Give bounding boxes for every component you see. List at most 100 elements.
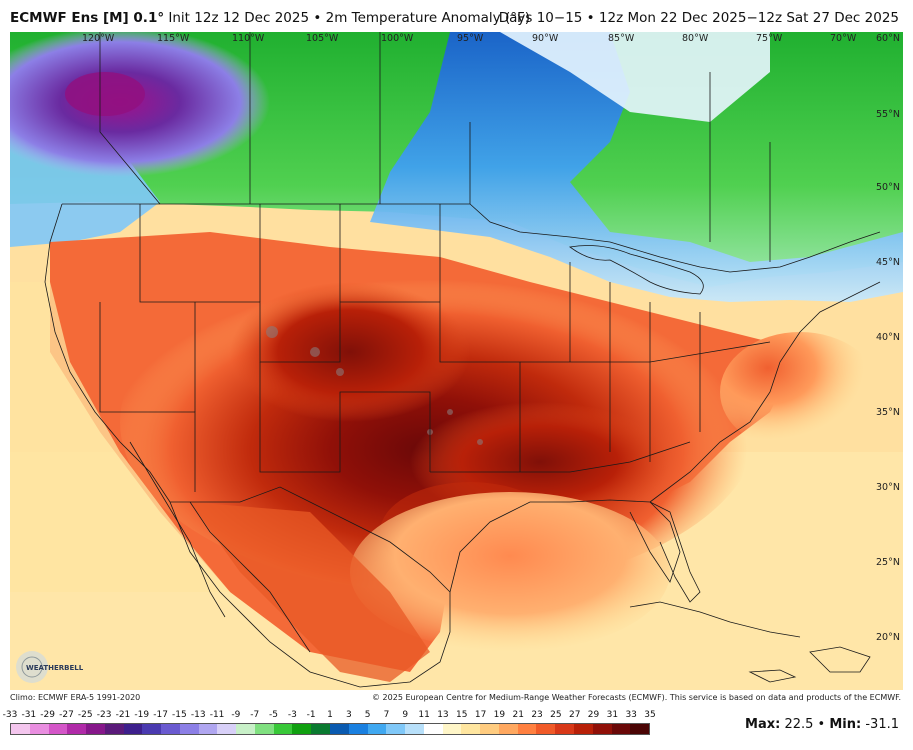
- scale-tick-label: -25: [77, 710, 93, 720]
- scale-tick-label: 9: [402, 710, 409, 720]
- scale-tick-label: -31: [21, 710, 37, 720]
- scale-tick-label: 19: [493, 710, 506, 720]
- scale-tick-label: 15: [456, 710, 468, 720]
- scale-swatch: [311, 724, 331, 734]
- scale-swatch: [423, 724, 443, 734]
- scale-tick-label: -19: [134, 710, 150, 720]
- scale-tick-label: -17: [153, 710, 168, 720]
- scale-swatch: [367, 724, 387, 734]
- scale-tick-label: 33: [625, 710, 637, 720]
- scale-tick-label: -15: [172, 710, 187, 720]
- init-text: Init 12z 12 Dec 2025 • 2m Temperature An…: [168, 10, 530, 26]
- weatherbell-logo: WEATHERBELL: [14, 645, 94, 685]
- lon-label-75w: 75°W: [756, 33, 783, 44]
- lat-label-35n: 35°N: [876, 407, 900, 418]
- warm-anomaly-mexico: [190, 502, 430, 682]
- lon-label-70w: 70°W: [830, 33, 857, 44]
- atlantic-warm-pool: [720, 332, 880, 452]
- scale-swatch: [330, 724, 349, 734]
- scale-swatch: [386, 724, 406, 734]
- scale-tick-label: -27: [59, 710, 74, 720]
- scale-swatch: [29, 724, 49, 734]
- lon-label-120w: 120°W: [82, 33, 115, 44]
- max-min-readout: Max: 22.5 • Min: -31.1: [745, 717, 899, 732]
- gulf-warm-pool: [350, 492, 670, 652]
- max-min-separator: •: [817, 717, 826, 732]
- scale-swatch: [254, 724, 274, 734]
- scale-swatch: [292, 724, 312, 734]
- scale-tick-label: -9: [231, 710, 241, 720]
- scale-swatch: [611, 724, 631, 734]
- scale-tick-label: 3: [345, 710, 352, 720]
- valid-period: Days 10−15 • 12z Mon 22 Dec 2025−12z Sat…: [498, 10, 899, 26]
- scale-swatch: [498, 724, 518, 734]
- cool-anomaly-hudson: [500, 32, 770, 122]
- model-name: ECMWF Ens [M] 0.1°: [10, 10, 165, 26]
- scale-swatch: [442, 724, 462, 734]
- color-scale-bar: [10, 723, 650, 735]
- scale-swatch: [179, 724, 199, 734]
- temperature-anomaly-map[interactable]: 120°W 115°W 110°W 105°W 100°W 95°W 90°W …: [10, 32, 903, 690]
- scale-tick-label: 27: [568, 710, 581, 720]
- scale-swatch: [67, 724, 87, 734]
- scale-swatch: [536, 724, 556, 734]
- lon-label-80w: 80°W: [682, 33, 709, 44]
- coldest-core: [65, 72, 145, 116]
- scale-swatch: [161, 724, 180, 734]
- scale-tick-label: -23: [96, 710, 112, 720]
- warm-anomaly-rockies: [230, 282, 470, 422]
- lat-label-60n: 60°N: [876, 33, 900, 44]
- scale-tick-label: -7: [250, 710, 260, 720]
- scale-tick-label: 13: [437, 710, 449, 720]
- map-title: ECMWF Ens [M] 0.1° Init 12z 12 Dec 2025 …: [10, 10, 530, 26]
- scale-swatch: [198, 724, 218, 734]
- max-label: Max:: [745, 717, 781, 732]
- color-scale-labels: -33 -31 -29 -27 -25 -23 -21 -19 -17 -15 -13 -11 -9 -7…: [3, 710, 656, 721]
- scale-tick-label: -11: [209, 710, 225, 720]
- political-boundaries: [44, 32, 881, 688]
- scale-swatch: [236, 724, 255, 734]
- max-value: 22.5: [784, 717, 814, 732]
- scale-tick-label: -3: [287, 710, 297, 720]
- scale-tick-label: -29: [40, 710, 55, 720]
- scale-swatch: [123, 724, 143, 734]
- min-label: Min:: [829, 717, 862, 732]
- lat-label-20n: 20°N: [876, 632, 900, 643]
- lon-label-110w: 110°W: [232, 33, 265, 44]
- lon-label-95w: 95°W: [457, 33, 484, 44]
- min-value: -31.1: [865, 717, 899, 732]
- scale-tick-label: 25: [550, 710, 562, 720]
- lon-label-115w: 115°W: [157, 33, 190, 44]
- scale-swatch: [11, 724, 30, 734]
- scale-swatch: [630, 724, 650, 734]
- copyright-notice: © 2025 European Centre for Medium-Range …: [372, 693, 901, 702]
- scale-swatch: [592, 724, 612, 734]
- scale-tick-label: 23: [531, 710, 543, 720]
- scale-swatch: [273, 724, 293, 734]
- header: ECMWF Ens [M] 0.1° Init 12z 12 Dec 2025 …: [0, 0, 913, 32]
- climatology-note: Climo: ECMWF ERA-5 1991-2020: [10, 693, 141, 702]
- scale-tick-label: 35: [644, 710, 656, 720]
- latitude-labels: 55°N 50°N 45°N 40°N 35°N 30°N 25°N 20°N: [876, 109, 900, 643]
- longitude-labels: 120°W 115°W 110°W 105°W 100°W 95°W 90°W …: [82, 33, 900, 44]
- scale-swatch: [142, 724, 162, 734]
- lon-label-90w: 90°W: [532, 33, 559, 44]
- scale-swatch: [86, 724, 105, 734]
- scale-swatch: [573, 724, 593, 734]
- scale-tick-label: 1: [327, 710, 333, 720]
- scale-swatch: [461, 724, 481, 734]
- scale-tick-label: -13: [190, 710, 206, 720]
- scale-swatch: [480, 724, 499, 734]
- scale-tick-label: 5: [364, 710, 371, 720]
- lon-label-85w: 85°W: [608, 33, 635, 44]
- scale-tick-label: -1: [306, 710, 316, 720]
- scale-swatch: [517, 724, 537, 734]
- scale-tick-label: -5: [269, 710, 279, 720]
- lat-label-45n: 45°N: [876, 257, 900, 268]
- lat-label-55n: 55°N: [876, 109, 900, 120]
- scale-swatch: [405, 724, 424, 734]
- scale-tick-label: 17: [474, 710, 487, 720]
- footer: Climo: ECMWF ERA-5 1991-2020 © 2025 Euro…: [0, 690, 913, 750]
- lat-label-30n: 30°N: [876, 482, 900, 493]
- lon-label-100w: 100°W: [381, 33, 414, 44]
